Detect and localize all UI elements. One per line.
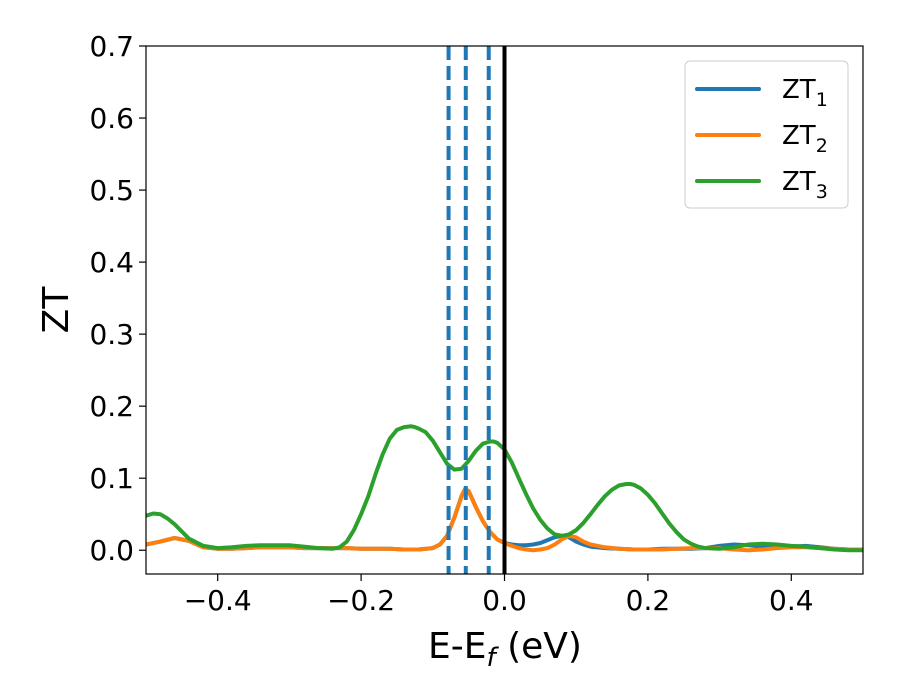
x-tick-label: 0.2: [626, 584, 671, 617]
plot-marks: [146, 46, 863, 574]
y-axis-label: ZT: [36, 286, 77, 334]
y-tick-label: 0.5: [89, 174, 134, 207]
x-tick-label: −0.4: [184, 584, 252, 617]
plot-area: [146, 46, 863, 574]
legend-item-1: ZT1: [695, 75, 828, 111]
y-tick-label: 0.0: [89, 534, 134, 567]
y-tick-label: 0.3: [89, 318, 134, 351]
legend-box: [684, 60, 849, 209]
y-tick-label: 0.2: [89, 390, 134, 423]
y-tick-label: 0.7: [89, 30, 134, 63]
legend-label-3: ZT3: [782, 167, 828, 203]
x-tick-label: 0.0: [482, 584, 527, 617]
y-tick-label: 0.4: [89, 246, 134, 279]
legend-item-3: ZT3: [695, 167, 828, 203]
legend: ZT1 ZT2 ZT3: [684, 60, 849, 209]
x-tick-label: 0.4: [769, 584, 814, 617]
x-tick-label: −0.2: [327, 584, 395, 617]
legend-label-1: ZT1: [782, 75, 828, 111]
y-tick-label: 0.6: [89, 102, 134, 135]
legend-item-2: ZT2: [695, 121, 828, 157]
x-axis-label: E-Ef (eV): [428, 626, 582, 673]
y-tick-label: 0.1: [89, 462, 134, 495]
legend-label-2: ZT2: [782, 121, 828, 157]
series-line-3: [146, 424, 863, 553]
axis-ticks: −0.4 −0.2 0.0 0.2 0.4 0.0 0.1 0.2 0.3 0.4 0.5 0.6 0.…: [89, 30, 813, 617]
